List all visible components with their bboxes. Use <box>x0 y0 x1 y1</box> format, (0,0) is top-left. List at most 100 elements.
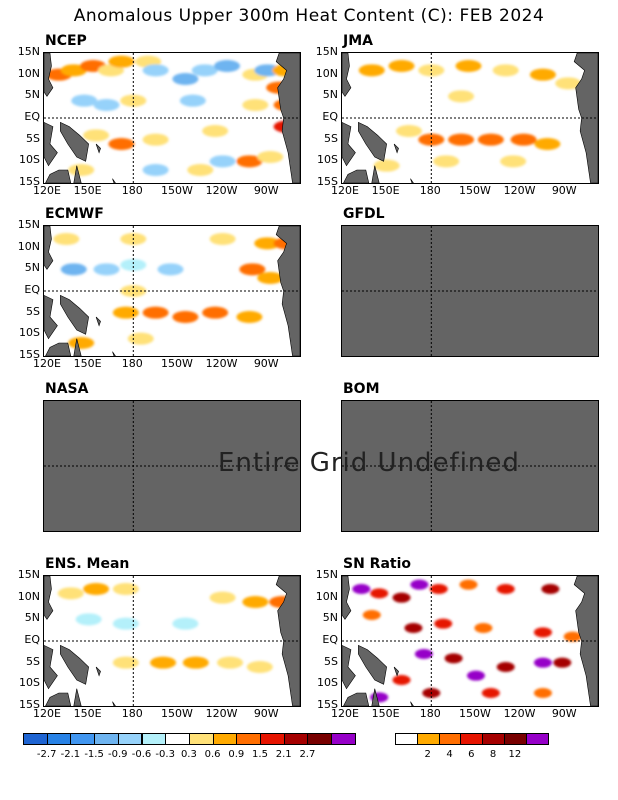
map-svg-gfdl <box>342 226 598 356</box>
x-tick-label: 180 <box>121 184 143 197</box>
data-patch <box>187 164 214 176</box>
legend-label: 0.6 <box>204 749 221 760</box>
x-tick-label: 120E <box>331 184 359 197</box>
legend-label: -1.5 <box>84 749 104 760</box>
x-tick-label: 150E <box>73 357 102 370</box>
y-tick-label: 5S <box>26 654 40 668</box>
y-tick-label: 10N <box>17 66 40 80</box>
y-tick-label: 15N <box>315 568 338 581</box>
data-patch <box>459 579 478 590</box>
data-patch <box>53 233 80 245</box>
legend-swatch <box>117 733 143 745</box>
land-mass <box>44 53 54 97</box>
data-patch <box>257 151 284 163</box>
data-patch <box>57 587 84 600</box>
y-tick-label: 15N <box>315 45 338 58</box>
y-tick-label: EQ <box>24 110 40 123</box>
data-patch <box>112 656 139 669</box>
y-tick-label: 5S <box>324 654 338 668</box>
land-mass <box>358 644 387 685</box>
map-ens-mean <box>43 575 301 707</box>
data-patch <box>429 584 448 594</box>
data-patch <box>142 306 169 319</box>
data-patch <box>418 133 445 146</box>
map-svg-jma <box>342 53 598 183</box>
data-patch <box>75 687 102 699</box>
data-patch <box>68 337 95 349</box>
data-patch <box>448 133 475 146</box>
data-patch <box>93 99 120 111</box>
data-patch <box>242 99 269 111</box>
data-patch <box>466 670 485 681</box>
data-patch <box>172 311 199 323</box>
map-nasa <box>43 400 301 532</box>
y-tick-label: EQ <box>322 110 338 123</box>
legend-swatch <box>283 733 309 745</box>
legend-swatch <box>395 733 418 745</box>
legend-label: 0.3 <box>180 749 197 760</box>
legend-swatch <box>504 733 527 745</box>
data-patch <box>191 64 218 77</box>
x-tick-label: 150W <box>161 184 193 197</box>
land-mass <box>358 121 387 162</box>
y-tick-label: 10N <box>315 66 338 80</box>
panel-title-sn-ratio: SN Ratio <box>343 556 412 572</box>
data-patch <box>87 233 114 245</box>
legend-swatch <box>236 733 261 745</box>
land-mass <box>73 165 82 183</box>
data-patch <box>209 591 236 604</box>
legend-label: 0.9 <box>228 749 245 760</box>
y-tick-label: 5N <box>24 261 40 275</box>
data-patch <box>202 306 229 319</box>
land-mass <box>371 165 380 183</box>
data-patch <box>496 662 515 672</box>
land-mass <box>112 701 116 706</box>
legend-swatch <box>165 733 190 745</box>
legend-swatch <box>416 733 440 745</box>
land-mass <box>410 701 414 706</box>
land-mass <box>95 666 101 677</box>
x-tick-label: 120W <box>205 357 238 370</box>
y-tick-label: 10S <box>317 676 338 690</box>
data-patch <box>150 228 177 241</box>
x-tick-label: 90W <box>253 707 279 720</box>
land-mass <box>95 316 101 327</box>
land-mass <box>393 666 399 677</box>
data-patch <box>142 164 169 176</box>
data-patch <box>362 610 381 620</box>
legend-swatch <box>460 733 484 745</box>
data-patch <box>68 164 95 176</box>
x-tick-label: 180 <box>419 184 441 197</box>
data-patch <box>157 587 184 600</box>
y-tick-label: 15N <box>17 218 40 231</box>
data-patch <box>474 623 493 633</box>
data-patch <box>150 656 177 669</box>
data-patch <box>209 332 236 345</box>
y-tick-label: 5S <box>26 304 40 318</box>
undefined-message: Entire Grid Undefined <box>218 448 520 478</box>
land-mass <box>44 121 58 167</box>
legend-label: -2.7 <box>36 749 57 760</box>
data-patch <box>395 125 422 137</box>
x-tick-label: 120W <box>503 707 536 720</box>
map-gfdl <box>341 225 599 357</box>
land-mass <box>44 294 58 340</box>
y-tick-label: 5N <box>322 88 338 102</box>
data-patch <box>533 688 552 698</box>
x-tick-label: 150E <box>371 707 400 720</box>
data-patch <box>45 90 72 103</box>
data-patch <box>563 631 582 642</box>
data-patch <box>529 68 556 81</box>
data-patch <box>242 596 269 608</box>
legend-swatch <box>331 733 356 745</box>
y-tick-label: 5N <box>322 611 338 625</box>
data-patch <box>179 94 206 107</box>
data-patch <box>541 584 560 594</box>
land-mass <box>60 121 89 162</box>
x-tick-label: 90W <box>253 184 279 197</box>
x-tick-label: 150E <box>371 184 400 197</box>
data-patch <box>352 584 371 594</box>
panel-title-ncep: NCEP <box>45 33 87 49</box>
y-tick-label: 10S <box>19 676 40 690</box>
legend-label: -0.9 <box>108 749 128 760</box>
